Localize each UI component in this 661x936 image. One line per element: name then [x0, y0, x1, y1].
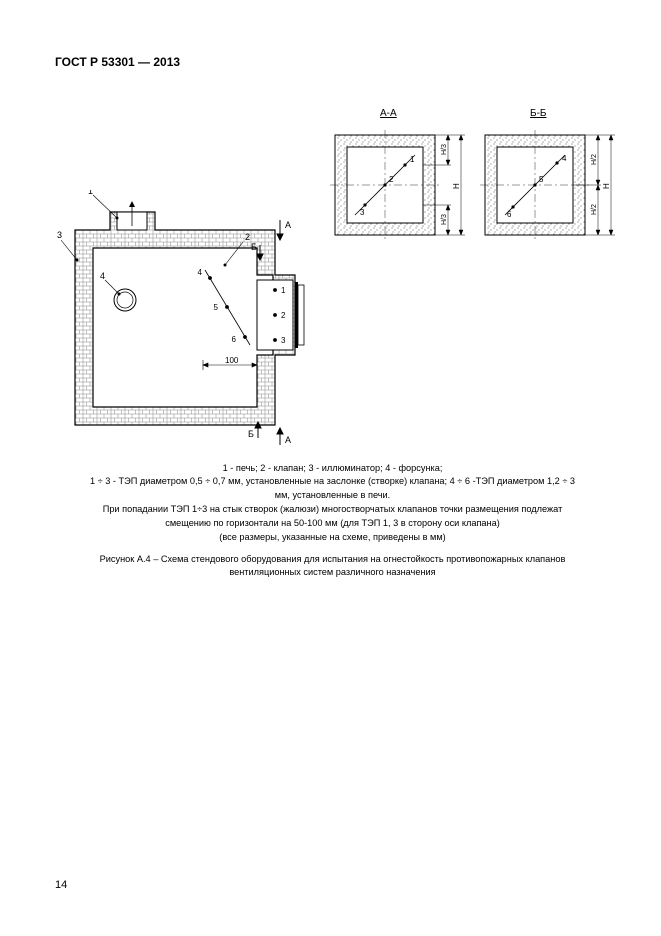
section-label-a: А-А — [380, 108, 397, 119]
caption-line4: смещению по горизонтали на 50-100 мм (дл… — [40, 517, 625, 529]
page-root: ГОСТ Р 53301 — 2013 А-А Б-Б — [0, 0, 661, 936]
sensor-1: 1 — [281, 286, 286, 295]
sa-n1: 1 — [410, 155, 415, 164]
mark-b-bot: Б — [248, 429, 254, 439]
sa-dim-third-b: H/3 — [441, 214, 448, 225]
sensor-3: 3 — [281, 336, 286, 345]
sa-n2: 2 — [389, 175, 394, 184]
sb-n6: 6 — [507, 210, 512, 219]
section-label-b: Б-Б — [530, 108, 546, 119]
sb-dim-half-t: H/2 — [591, 154, 598, 165]
sa-dim-h: H — [452, 183, 461, 189]
page-number: 14 — [55, 879, 67, 891]
caption-line5: (все размеры, указанные на схеме, привед… — [40, 531, 625, 543]
doc-header: ГОСТ Р 53301 — 2013 — [55, 55, 180, 69]
caption-title-b: вентиляционных систем различного назначе… — [40, 566, 625, 578]
section-a-svg: 1 2 3 H/3 H/3 H — [325, 125, 470, 255]
sa-dim-third-t: H/3 — [441, 144, 448, 155]
sb-dim-h: H — [602, 183, 611, 189]
leader-4: 4 — [100, 271, 105, 281]
caption-title-a: Рисунок А.4 – Схема стендового оборудова… — [40, 553, 625, 565]
sensor-2: 2 — [281, 311, 286, 320]
caption-line3: При попадании ТЭП 1÷3 на стык створок (ж… — [40, 503, 625, 515]
furnace-svg: 4 5 6 1 2 3 — [55, 190, 315, 450]
caption-line2a: 1 ÷ 3 - ТЭП диаметром 0,5 ÷ 0,7 мм, уста… — [90, 476, 575, 486]
leader-2: 2 — [245, 232, 250, 242]
caption-block: 1 - печь; 2 - клапан; 3 - иллюминатор; 4… — [40, 460, 625, 580]
leader-1: 1 — [88, 190, 93, 196]
caption-line2b: мм, установленные в печи. — [40, 489, 625, 501]
sensor-6: 6 — [232, 335, 237, 344]
mark-b-top: Б — [251, 242, 257, 252]
sensor-4: 4 — [198, 268, 203, 277]
sensor-5: 5 — [214, 303, 219, 312]
mark-a-top: А — [285, 220, 291, 230]
leader-3: 3 — [57, 230, 62, 240]
section-b-svg: 4 5 6 H/2 H/2 H — [475, 125, 620, 255]
sb-dim-half-b: H/2 — [591, 204, 598, 215]
mark-a-bot: А — [285, 435, 291, 445]
caption-line1: 1 - печь; 2 - клапан; 3 - иллюминатор; 4… — [40, 462, 625, 474]
figure-area: А-А Б-Б — [55, 100, 620, 440]
dim-100: 100 — [225, 356, 239, 365]
sb-n5: 5 — [539, 175, 544, 184]
sa-n3: 3 — [360, 208, 365, 217]
sb-n4: 4 — [562, 154, 567, 163]
